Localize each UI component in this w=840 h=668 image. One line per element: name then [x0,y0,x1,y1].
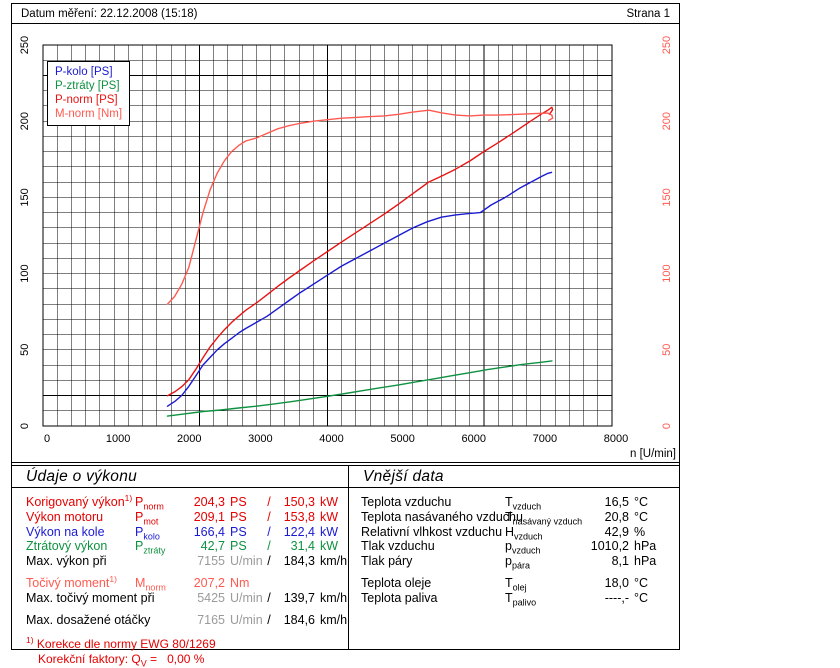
legend-item-p-norm: P-norm [PS] [55,94,118,106]
table-row-korigovany-vykon: Korigovaný výkon1) Pnorm 204,3 PS / 150,… [26,492,339,512]
table-row-tlak-vzduchu: Tlak vzduchu pvzduch 1010,2 hPa [361,539,657,556]
curve-m-norm [166,109,554,305]
y-right-tick-label: 100 [661,264,673,282]
plot-border [42,44,613,427]
y-left-tick-label: 50 [19,344,31,356]
chart-legend: P-kolo [PS] P-ztráty [PS] P-norm [PS] M-… [47,61,131,126]
data-tables-section: Údaje o výkonu Korigovaný výkon1) Pnorm … [12,465,679,668]
x-axis-title: n [U/min] [630,448,676,460]
footnote-norm: 1) Korekce dle normy EWG 80/1269 [26,635,216,652]
table-row-teplota-vzduchu: Teplota vzduchu Tvzduch 16,5 °C [361,495,649,512]
ambient-table-body: Teplota vzduchu Tvzduch 16,5 °C Teplota … [349,488,679,608]
table-row-tlak-pary: Tlak páry ppára 8,1 hPa [361,554,657,571]
page-number: Strana 1 [626,7,670,20]
y-left-tick-label: 100 [19,264,31,282]
table-row-vlhkost: Relativní vlhkost vzduchu Hvzduch 42,9 % [361,524,646,542]
table-row-ztratovy-vykon: Ztrátový výkon Pztráty 42,7 PS / 31,4 kW [26,539,339,556]
x-tick-label: 2000 [177,433,201,445]
legend-item-p-kolo: P-kolo [PS] [55,66,113,78]
x-tick-label: 0 [44,433,50,445]
curve-p-kolo [166,171,553,407]
y-right-tick-label: 150 [661,188,673,206]
footnote-factor: Korekční faktory: QV = 0,00 % [38,651,205,668]
table-row-vykon-na-kole: Výkon na kole Pkolo 166,4 PS / 122,4 kW [26,524,339,542]
y-left-tick-label: 0 [19,423,31,429]
table-row-max-vykon-pri: Max. výkon při 7155 U/min / 184,3 km/h [26,554,348,569]
ambient-table-title: Vnější data [349,466,679,488]
x-tick-label: 5000 [390,433,414,445]
y-right-tick-label: 0 [661,423,673,429]
correction-footnote: 1) Korekce dle normy EWG 80/1269 Korekčn… [12,635,348,668]
table-row-tocivy-moment: Točivý moment1) Mnorm 207,2 Nm [26,573,250,593]
table-row-teplota-nasavaneho: Teplota nasávaného vzduchu Tnasávaný vzd… [361,509,649,527]
power-data-column: Údaje o výkonu Korigovaný výkon1) Pnorm … [12,466,349,668]
x-tick-label: 7000 [533,433,557,445]
dyno-chart-panel: 0 1000 2000 3000 4000 5000 6000 7000 8000 n [U/mi… [12,24,679,463]
curve-p-ztráty [166,360,553,417]
x-tick-label: 3000 [248,433,272,445]
power-table-title: Údaje o výkonu [12,466,348,488]
x-tick-label: 8000 [604,433,628,445]
x-tick-label: 1000 [106,433,130,445]
y-left-tick-label: 250 [19,36,31,54]
curve-p-norm [166,106,554,397]
table-row-teplota-oleje: Teplota oleje Tolej 18,0 °C [361,575,649,593]
y-left-tick-label: 150 [19,188,31,206]
table-row-max-otacky: Max. dosažené otáčky 7165 U/min / 184,6 … [26,612,348,627]
table-row-vykon-motoru: Výkon motoru Pmot 209,1 PS / 153,8 kW [26,509,339,527]
report-page: Datum měření: 22.12.2008 (15:18) Strana … [11,3,680,668]
legend-item-m-norm: M-norm [Nm] [55,108,123,120]
measurement-date: Datum měření: 22.12.2008 (15:18) [21,7,198,20]
x-tick-label: 6000 [462,433,486,445]
y-right-tick-label: 250 [661,36,673,54]
power-table-body: Korigovaný výkon1) Pnorm 204,3 PS / 150,… [12,488,348,668]
y-left-tick-label: 200 [19,112,31,130]
x-tick-label: 4000 [319,433,343,445]
table-row-max-tocivy-moment: Max. točivý moment při 5425 U/min / 139,… [26,590,348,605]
table-row-teplota-paliva: Teplota paliva Tpalivo ----,- °C [361,590,649,608]
ambient-data-column: Vnější data Teplota vzduchu Tvzduch 16,5… [349,466,679,649]
page-header: Datum měření: 22.12.2008 (15:18) Strana … [12,4,679,24]
y-right-tick-label: 50 [661,344,673,356]
y-right-tick-label: 200 [661,112,673,130]
legend-item-p-ztraty: P-ztráty [PS] [55,80,120,92]
